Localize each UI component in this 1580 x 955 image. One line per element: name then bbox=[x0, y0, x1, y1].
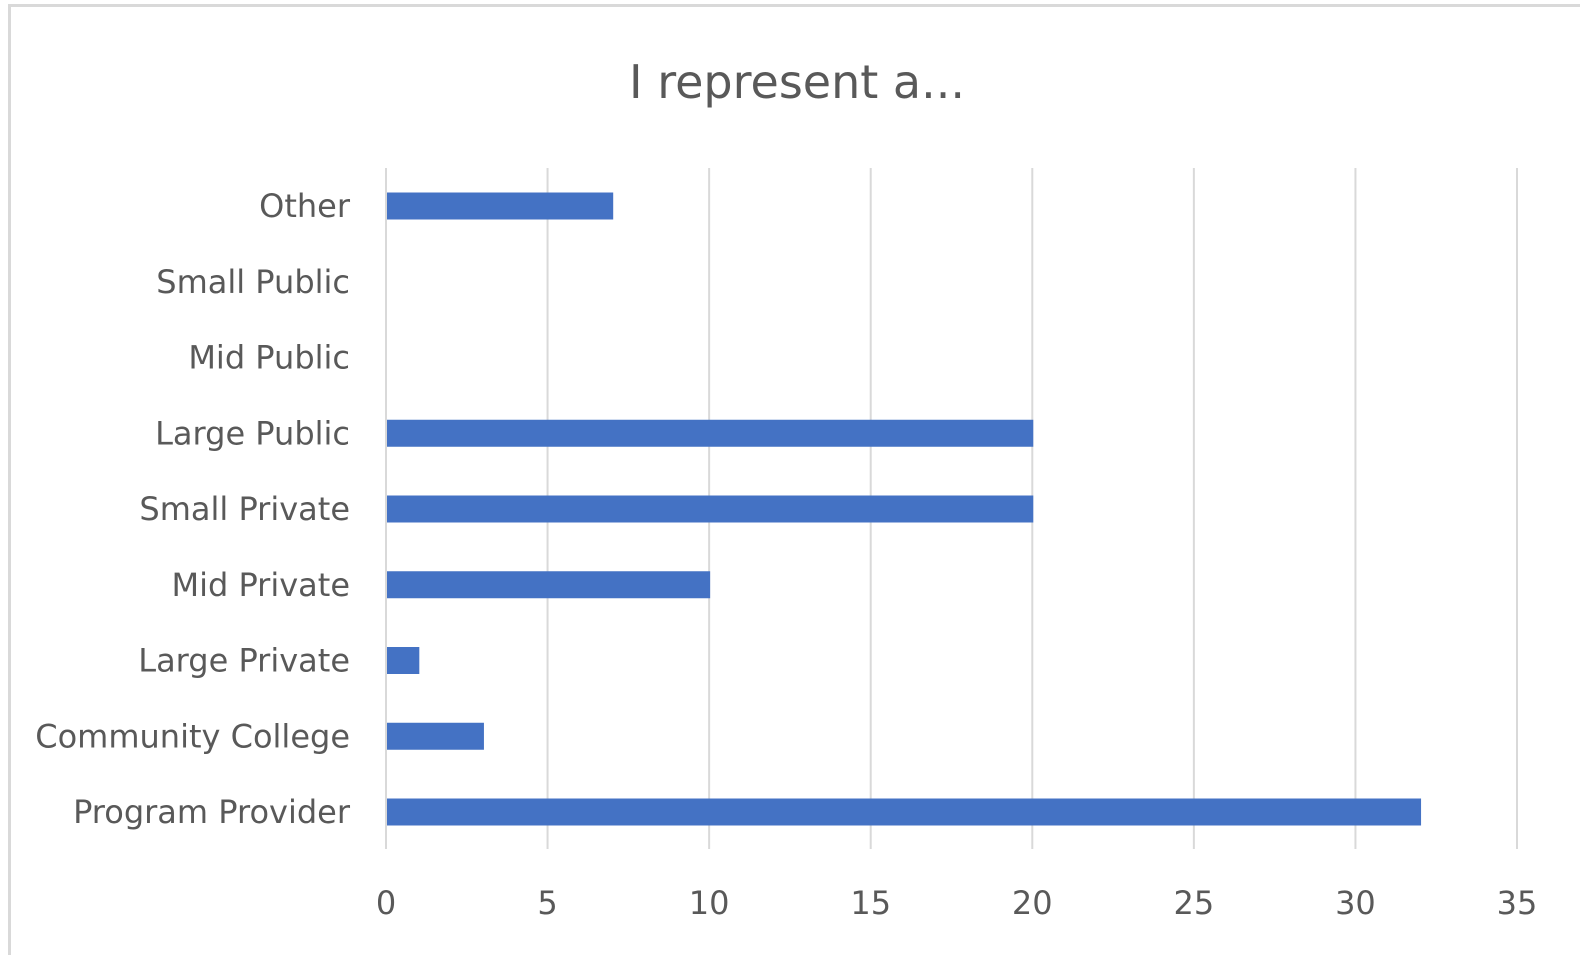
x-tick-label: 30 bbox=[1335, 884, 1376, 922]
x-tick-label: 35 bbox=[1497, 884, 1538, 922]
category-label: Large Private bbox=[138, 642, 350, 680]
bar-mid-private bbox=[387, 571, 711, 599]
category-label: Mid Private bbox=[171, 566, 350, 604]
category-labels: Program Provider Community College Large P… bbox=[35, 187, 351, 831]
bar-other bbox=[387, 192, 614, 220]
bars bbox=[387, 192, 1422, 826]
category-label: Small Private bbox=[139, 490, 350, 528]
x-tick-labels: 0 5 10 15 20 25 30 35 bbox=[376, 884, 1538, 922]
category-label: Program Provider bbox=[73, 793, 351, 831]
chart-frame bbox=[8, 4, 1580, 955]
bar-community-college bbox=[387, 722, 484, 750]
category-label: Mid Public bbox=[188, 339, 350, 377]
bar-program-provider bbox=[387, 798, 1422, 826]
x-tick-label: 0 bbox=[376, 884, 396, 922]
x-tick-label: 20 bbox=[1012, 884, 1053, 922]
category-label: Small Public bbox=[156, 263, 350, 301]
category-label: Large Public bbox=[155, 414, 350, 452]
x-tick-label: 15 bbox=[850, 884, 891, 922]
bar-large-public bbox=[387, 419, 1034, 447]
bar-small-private bbox=[387, 495, 1034, 523]
x-tick-label: 25 bbox=[1173, 884, 1214, 922]
bar-large-private bbox=[387, 647, 420, 674]
x-tick-label: 5 bbox=[537, 884, 557, 922]
category-label: Community College bbox=[35, 717, 350, 755]
x-tick-label: 10 bbox=[689, 884, 730, 922]
chart-title: I represent a... bbox=[629, 55, 965, 109]
category-label: Other bbox=[259, 187, 351, 225]
